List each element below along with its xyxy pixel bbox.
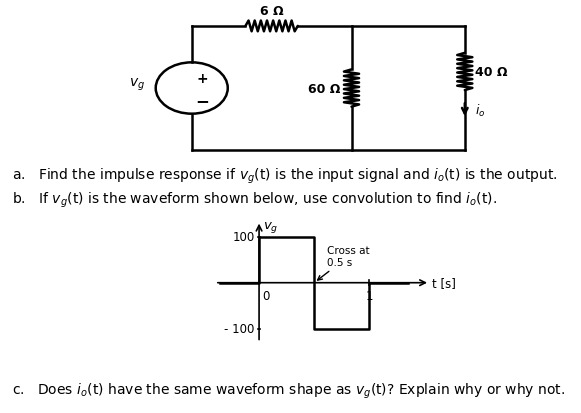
Text: b.   If $v_g$(t) is the waveform shown below, use convolution to find $i_o$(t).: b. If $v_g$(t) is the waveform shown bel… [12,191,497,210]
Text: c.   Does $i_o$(t) have the same waveform shape as $v_g$(t)? Explain why or why : c. Does $i_o$(t) have the same waveform … [12,381,565,400]
Text: $i_o$: $i_o$ [475,102,486,119]
Text: t [s]: t [s] [432,277,456,290]
Text: −: − [195,91,209,109]
Text: - 100: - 100 [224,322,254,335]
Text: 0: 0 [262,290,269,302]
Text: +: + [196,71,208,85]
Text: 1: 1 [365,290,373,302]
Text: $v_g$: $v_g$ [263,220,279,235]
Text: a.   Find the impulse response if $v_g$(t) is the input signal and $i_o$(t) is t: a. Find the impulse response if $v_g$(t)… [12,166,557,185]
Text: 40 Ω: 40 Ω [475,66,508,79]
Text: $v_g$: $v_g$ [129,76,145,93]
Text: 100: 100 [232,231,254,244]
Text: 6 Ω: 6 Ω [260,5,284,18]
Text: 60 Ω: 60 Ω [307,82,340,95]
Text: Cross at
0.5 s: Cross at 0.5 s [318,246,370,280]
